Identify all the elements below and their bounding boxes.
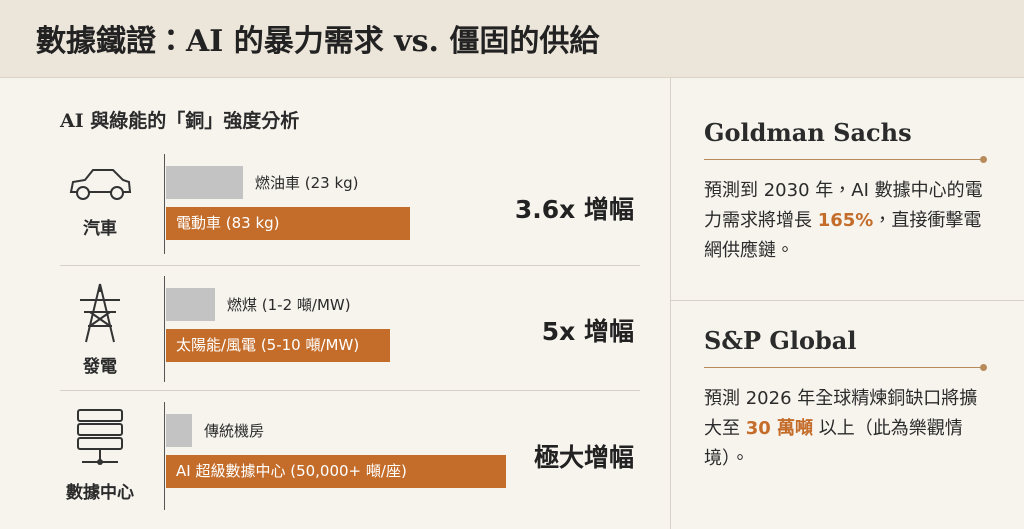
bar-label: 傳統機房: [204, 422, 265, 440]
bar: AI 超級數據中心 (50,000+ 噸/座): [166, 455, 506, 488]
card-heading: S&P Global: [704, 326, 857, 355]
subtitle: AI 與綠能的「銅」強度分析: [60, 110, 300, 132]
row-label: 發電: [83, 357, 117, 377]
card-heading: Goldman Sachs: [704, 118, 912, 147]
text: 以上（此為樂觀情境）。: [704, 418, 963, 469]
row: 數據中心 傳統機房 AI 超級數據中心 (50,000+ 噸/座) 極大增幅: [60, 398, 640, 518]
icon: 汽車: [60, 160, 140, 239]
text: 預測 2026 年全球精煉銅缺口將擴大至: [704, 388, 978, 439]
card: Goldman Sachs 預測到 2030 年，AI 數據中心的電力需求將增長 …: [704, 118, 994, 266]
header: 數據鐵證：AI 的暴力需求 vs. 僵固的供給: [0, 0, 1024, 78]
bar: [166, 288, 215, 321]
card-text: 預測到 2030 年，AI 數據中心的電力需求將增長 165%，直接衝擊電網供應…: [704, 176, 994, 266]
axis-line: [164, 154, 165, 254]
bar-label: 燃煤 (1-2 噸/MW): [227, 296, 351, 314]
axis-line: [164, 402, 165, 510]
row: 汽車 燃油車 (23 kg) 電動車 (83 kg) 3.6x 增幅: [60, 150, 640, 262]
highlight: 165%: [817, 210, 874, 231]
bar: 電動車 (83 kg): [166, 207, 410, 240]
text: 預測到 2030 年，AI 數據中心的電力需求將增長: [704, 180, 983, 231]
icon: 發電: [60, 282, 140, 377]
axis-line: [164, 276, 165, 382]
bar-label: 燃油車 (23 kg): [255, 174, 359, 192]
separator: [60, 390, 640, 391]
growth-label: 極大增幅: [533, 443, 634, 472]
row: 發電 燃煤 (1-2 噸/MW) 太陽能/風電 (5-10 噸/MW) 5x 增幅: [60, 272, 640, 390]
bar: [166, 166, 243, 199]
row-label: 汽車: [83, 219, 117, 239]
growth-label: 3.6x 增幅: [514, 195, 634, 224]
title: 數據鐵證：AI 的暴力需求 vs. 僵固的供給: [36, 24, 600, 59]
rule: [704, 156, 987, 163]
separator: [60, 265, 640, 266]
row-label: 數據中心: [66, 483, 134, 503]
rule: [704, 364, 987, 371]
divider: [670, 78, 671, 529]
text: ，直接衝擊電網供應鏈。: [704, 210, 982, 261]
icon: 數據中心: [60, 408, 140, 503]
card: S&P Global 預測 2026 年全球精煉銅缺口將擴大至 30 萬噸 以上（…: [704, 326, 994, 474]
growth-label: 5x 增幅: [541, 317, 634, 346]
card-text: 預測 2026 年全球精煉銅缺口將擴大至 30 萬噸 以上（此為樂觀情境）。: [704, 384, 994, 474]
divider: [670, 300, 1024, 301]
highlight: 30 萬噸: [745, 418, 814, 439]
bar: 太陽能/風電 (5-10 噸/MW): [166, 329, 390, 362]
bar: [166, 414, 192, 447]
